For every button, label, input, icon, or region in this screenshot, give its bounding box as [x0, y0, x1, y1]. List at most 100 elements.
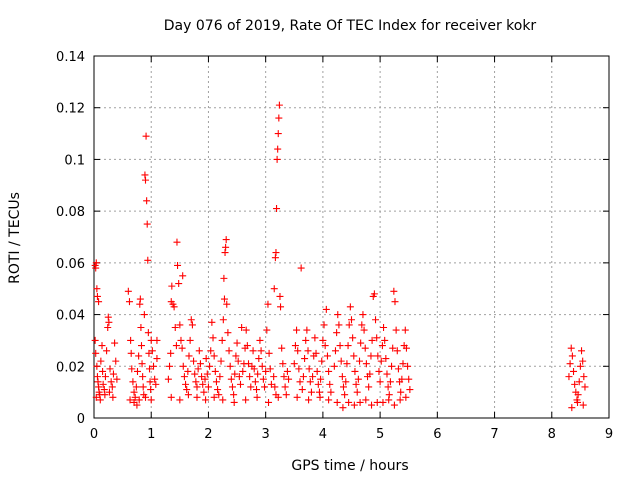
data-point: [399, 360, 407, 368]
y-tick-label: 0.04: [56, 309, 85, 324]
data-point: [212, 378, 220, 386]
data-point: [231, 370, 239, 378]
data-point: [230, 398, 238, 406]
data-point: [270, 285, 278, 293]
data-point: [305, 396, 313, 404]
data-point: [188, 321, 196, 329]
data-point: [271, 254, 279, 262]
data-point: [579, 401, 587, 409]
data-point: [382, 355, 390, 363]
data-point: [255, 355, 263, 363]
data-point: [570, 367, 578, 375]
data-point: [103, 347, 111, 355]
data-point: [136, 295, 144, 303]
data-point: [307, 388, 315, 396]
data-point: [104, 324, 112, 331]
data-point: [345, 398, 353, 406]
data-point: [565, 373, 573, 381]
data-point: [236, 380, 244, 388]
data-point: [147, 386, 155, 394]
data-point: [191, 370, 199, 378]
data-point: [143, 197, 151, 205]
data-point: [349, 334, 357, 342]
x-tick-label: 2: [204, 427, 212, 442]
data-point: [275, 101, 283, 109]
x-tick-label: 9: [605, 427, 613, 442]
x-axis-label: GPS time / hours: [291, 458, 408, 474]
data-point: [146, 378, 154, 386]
data-point: [91, 336, 99, 344]
x-tick-label: 1: [147, 427, 155, 442]
data-point: [130, 388, 138, 396]
data-point: [104, 313, 112, 321]
data-point: [366, 370, 374, 378]
data-point: [263, 326, 271, 334]
data-point: [227, 375, 235, 383]
data-point: [568, 404, 576, 412]
x-tick-label: 6: [433, 427, 441, 442]
data-point: [137, 324, 145, 331]
data-point: [358, 321, 366, 329]
data-point: [153, 336, 161, 344]
data-point: [179, 272, 187, 280]
data-point: [226, 362, 234, 370]
y-tick-label: 0.08: [56, 205, 85, 220]
data-point: [323, 352, 331, 360]
data-point: [388, 362, 396, 370]
data-point: [220, 274, 228, 282]
y-tick-label: 0.06: [56, 257, 85, 272]
data-point: [299, 373, 307, 381]
data-point: [129, 378, 137, 386]
data-point: [105, 388, 113, 396]
data-point: [396, 396, 404, 404]
data-point: [105, 318, 113, 326]
data-point: [222, 236, 230, 244]
data-point: [574, 398, 582, 406]
data-point: [325, 396, 333, 404]
data-point: [385, 391, 393, 399]
data-point: [580, 373, 588, 381]
y-tick-label: 0.12: [56, 102, 85, 117]
data-point: [383, 370, 391, 378]
data-point: [566, 360, 574, 368]
data-point: [285, 375, 293, 383]
data-point: [250, 365, 258, 373]
data-point: [95, 298, 103, 306]
x-tick-label: 4: [319, 427, 327, 442]
data-point: [265, 398, 273, 406]
data-point: [238, 324, 246, 331]
data-point: [246, 373, 254, 381]
data-point: [109, 393, 117, 401]
data-point: [232, 352, 240, 360]
data-point: [251, 378, 259, 386]
data-point: [337, 357, 345, 365]
data-point: [180, 373, 188, 381]
data-point: [247, 383, 255, 391]
data-point: [95, 383, 103, 391]
data-point: [320, 321, 328, 329]
data-point: [361, 344, 369, 352]
data-point: [265, 349, 273, 357]
data-point: [576, 362, 584, 370]
data-point: [143, 220, 151, 228]
data-point: [402, 344, 410, 352]
data-point: [264, 300, 272, 308]
data-point: [125, 298, 133, 306]
data-point: [132, 383, 140, 391]
y-tick-label: 0.1: [64, 153, 85, 168]
data-point: [391, 298, 399, 306]
data-point: [167, 349, 175, 357]
data-point: [567, 344, 575, 352]
data-point: [126, 396, 134, 404]
data-point: [148, 347, 156, 355]
data-point: [304, 347, 312, 355]
data-point: [98, 342, 106, 350]
data-point: [203, 370, 211, 378]
data-point: [146, 365, 154, 373]
data-point: [107, 378, 115, 386]
data-point: [281, 383, 289, 391]
data-point: [151, 375, 159, 383]
data-point: [314, 380, 322, 388]
data-point: [223, 300, 231, 308]
